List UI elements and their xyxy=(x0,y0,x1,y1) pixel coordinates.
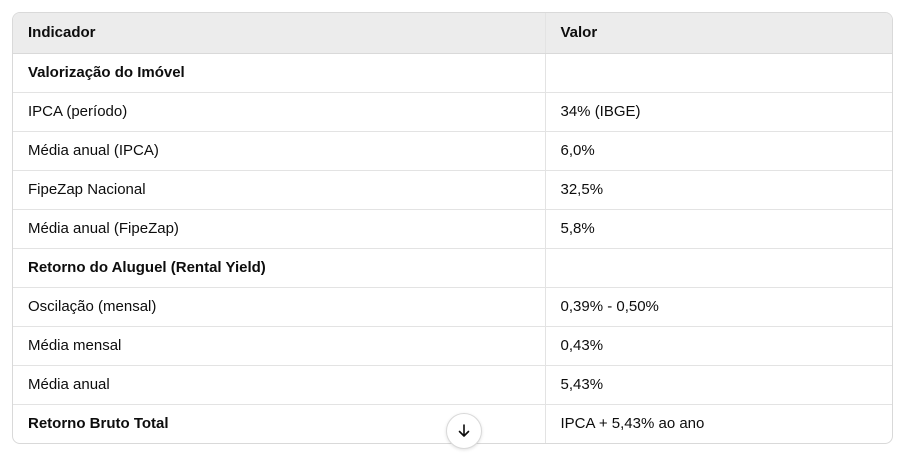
section-row: Retorno Bruto Total IPCA + 5,43% ao ano xyxy=(13,404,892,443)
indicator-cell: Média anual (FipeZap) xyxy=(13,209,545,249)
value-cell: 34% (IBGE) xyxy=(544,92,892,132)
indicator-cell: Média mensal xyxy=(13,326,545,366)
scroll-down-button[interactable] xyxy=(446,413,482,449)
table-row: Média anual (FipeZap) 5,8% xyxy=(13,209,892,249)
section-row: Valorização do Imóvel xyxy=(13,53,892,93)
header-valor: Valor xyxy=(544,13,892,54)
indicator-cell: FipeZap Nacional xyxy=(13,170,545,210)
value-cell: 0,43% xyxy=(544,326,892,366)
header-indicador: Indicador xyxy=(13,13,545,54)
indicators-table: Indicador Valor Valorização do Imóvel IPC… xyxy=(13,13,892,443)
value-cell: 0,39% - 0,50% xyxy=(544,287,892,327)
section-label: Valorização do Imóvel xyxy=(13,53,545,93)
value-cell: 6,0% xyxy=(544,131,892,171)
value-cell: 5,8% xyxy=(544,209,892,249)
table-row: IPCA (período) 34% (IBGE) xyxy=(13,92,892,132)
value-cell: 32,5% xyxy=(544,170,892,210)
value-cell: IPCA + 5,43% ao ano xyxy=(544,404,892,443)
table-row: Média anual (IPCA) 6,0% xyxy=(13,131,892,171)
data-table-container: Indicador Valor Valorização do Imóvel IPC… xyxy=(12,12,893,444)
arrow-down-icon xyxy=(458,424,470,437)
indicator-cell: Média anual (IPCA) xyxy=(13,131,545,171)
section-label: Retorno Bruto Total xyxy=(28,415,169,433)
value-cell: 5,43% xyxy=(544,365,892,405)
value-cell xyxy=(544,53,892,93)
section-row: Retorno do Aluguel (Rental Yield) xyxy=(13,248,892,288)
indicator-cell: Oscilação (mensal) xyxy=(13,287,545,327)
table-header-row: Indicador Valor xyxy=(13,13,892,54)
section-label: Retorno do Aluguel (Rental Yield) xyxy=(13,248,545,288)
table-row: Oscilação (mensal) 0,39% - 0,50% xyxy=(13,287,892,327)
value-cell xyxy=(544,248,892,288)
table-row: FipeZap Nacional 32,5% xyxy=(13,170,892,210)
indicator-cell: Média anual xyxy=(13,365,545,405)
table-row: Média anual 5,43% xyxy=(13,365,892,405)
table-row: Média mensal 0,43% xyxy=(13,326,892,366)
indicator-cell: IPCA (período) xyxy=(13,92,545,132)
